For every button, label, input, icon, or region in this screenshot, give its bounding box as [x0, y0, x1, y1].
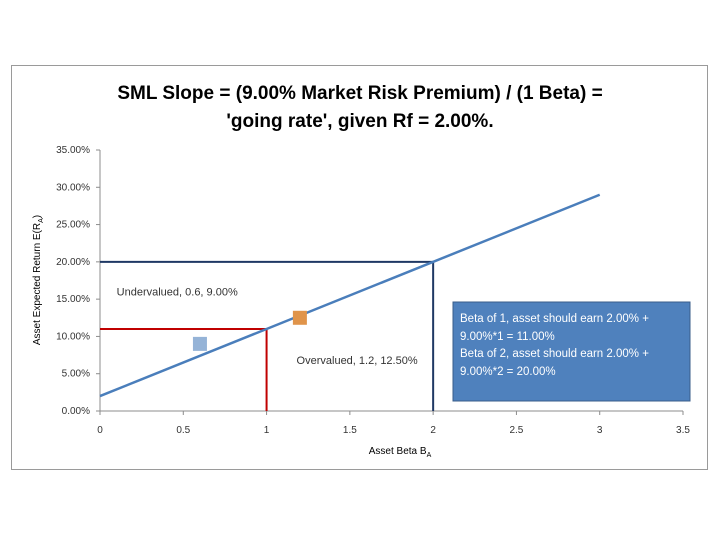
x-tick-label: 2.5	[509, 425, 523, 436]
annotation-1: Undervalued, 0.6, 9.00%	[117, 286, 238, 298]
y-tick-label: 10.00%	[56, 331, 90, 342]
chart-title-line-2: 'going rate', given Rf = 2.00%.	[226, 111, 493, 132]
data-point-1	[192, 336, 207, 351]
y-tick-label: 30.00%	[56, 182, 90, 193]
y-tick-label: 25.00%	[56, 220, 90, 231]
info-box-line-1: Beta of 1, asset should earn 2.00% +	[460, 313, 649, 325]
x-axis-title: Asset Beta BA	[369, 446, 432, 459]
info-box-line-2: 9.00%*1 = 11.00%	[460, 331, 555, 343]
plot-area	[96, 149, 684, 415]
guide-lines	[100, 260, 435, 411]
y-tick-label: 5.00%	[62, 369, 90, 380]
chart-title-line-1: SML Slope = (9.00% Market Risk Premium) …	[117, 83, 602, 104]
sml-series	[99, 193, 601, 398]
sml-line	[99, 193, 601, 398]
data-point-2	[292, 310, 307, 325]
annotations: Undervalued, 0.6, 9.00% Overvalued, 1.2, …	[117, 286, 418, 367]
info-box-line-3: Beta of 2, asset should earn 2.00% +	[460, 348, 649, 360]
x-tick-label: 0	[97, 425, 103, 436]
x-tick-label: 1	[264, 425, 270, 436]
info-box: Beta of 1, asset should earn 2.00% + 9.0…	[452, 301, 691, 402]
annotation-2: Overvalued, 1.2, 12.50%	[297, 355, 418, 367]
x-tick-label: 0.5	[176, 425, 190, 436]
x-tick-label: 3	[597, 425, 603, 436]
y-tick-label: 20.00%	[56, 257, 90, 268]
y-axis-title: Asset Expected Return E(RA)	[32, 215, 45, 345]
chart-frame	[11, 65, 708, 470]
data-points	[192, 310, 307, 351]
info-box-background	[452, 301, 691, 402]
y-tick-label: 15.00%	[56, 294, 90, 305]
info-box-line-4: 9.00%*2 = 20.00%	[460, 366, 556, 378]
y-tick-label: 0.00%	[62, 406, 90, 417]
tick-labels: 0.00% 5.00% 10.00% 15.00% 20.00% 25.00% 30.00%…	[56, 145, 690, 436]
x-tick-label: 2	[430, 425, 436, 436]
y-tick-label: 35.00%	[56, 145, 90, 156]
x-tick-label: 1.5	[343, 425, 357, 436]
x-tick-label: 3.5	[676, 425, 690, 436]
